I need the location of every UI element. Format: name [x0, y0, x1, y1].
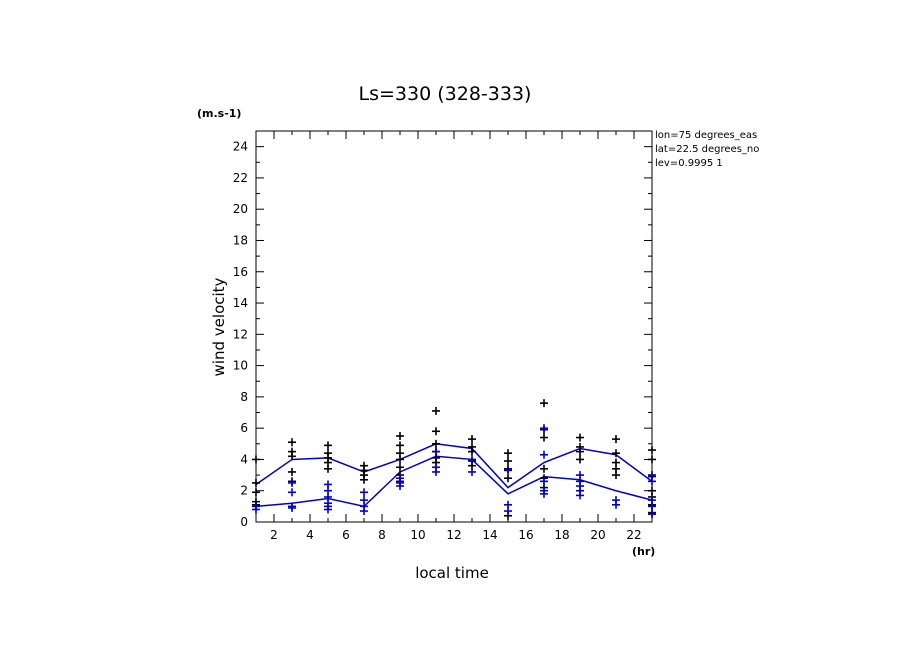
data-point-black [432, 439, 440, 448]
y-tick-label: 2 [240, 484, 248, 498]
data-point-black [432, 406, 440, 415]
x-axis-label: local time [415, 564, 489, 582]
data-point-black [648, 455, 656, 464]
data-point-black [324, 441, 332, 450]
data-point-blue [252, 505, 260, 514]
x-tick-label: 22 [626, 528, 641, 542]
data-point-blue [432, 467, 440, 476]
x-tick-label: 20 [590, 528, 605, 542]
series-points [252, 399, 656, 520]
data-point-black [612, 435, 620, 444]
data-point-blue [648, 510, 656, 519]
x-tick-label: 4 [306, 528, 314, 542]
data-point-black [468, 435, 476, 444]
data-point-blue [288, 503, 296, 512]
data-point-blue [648, 477, 656, 486]
data-point-black [468, 447, 476, 456]
data-point-blue [360, 507, 368, 516]
data-point-black [252, 478, 260, 487]
data-point-black [252, 455, 260, 464]
data-point-blue [396, 482, 404, 491]
data-point-blue [468, 455, 476, 464]
y-tick-label: 20 [233, 202, 248, 216]
data-point-black [576, 433, 584, 442]
data-point-blue [648, 502, 656, 511]
x-tick-label: 14 [482, 528, 497, 542]
chart-title: Ls=330 (328-333) [359, 83, 532, 105]
x-unit-label: (hr) [632, 545, 655, 558]
data-point-blue [576, 491, 584, 500]
x-tick-label: 18 [554, 528, 569, 542]
data-point-black [648, 446, 656, 455]
x-tick-label: 16 [518, 528, 533, 542]
data-point-black [360, 475, 368, 484]
info-line-lev: lev=0.9995 1 [655, 158, 723, 169]
data-point-blue [288, 488, 296, 497]
data-point-black [540, 464, 548, 473]
data-point-blue [540, 489, 548, 498]
x-tick-label: 12 [446, 528, 461, 542]
data-point-blue [432, 447, 440, 456]
data-point-blue [612, 500, 620, 509]
y-tick-label: 22 [233, 171, 248, 185]
data-point-blue [360, 488, 368, 497]
data-point-black [504, 449, 512, 458]
series-lines [255, 443, 653, 508]
y-tick-label: 10 [233, 359, 248, 373]
data-point-black [576, 455, 584, 464]
info-line-lon: lon=75 degrees_eas [655, 130, 757, 141]
x-tick-label: 6 [342, 528, 350, 542]
data-point-blue [288, 478, 296, 487]
data-point-black [252, 488, 260, 497]
x-tick-label: 8 [378, 528, 386, 542]
y-tick-label: 6 [240, 421, 248, 435]
y-tick-label: 16 [233, 265, 248, 279]
y-tick-label: 12 [233, 327, 248, 341]
data-point-black [504, 474, 512, 483]
data-point-blue [540, 477, 548, 486]
x-tick-label: 10 [410, 528, 425, 542]
y-tick-label: 14 [233, 296, 248, 310]
data-point-blue [540, 450, 548, 459]
data-point-black [504, 457, 512, 466]
data-point-black [612, 471, 620, 480]
series-line-2 [255, 443, 653, 489]
data-point-black [576, 447, 584, 456]
data-point-black [396, 441, 404, 450]
data-point-blue [468, 467, 476, 476]
data-point-black [612, 449, 620, 458]
x-tick-label: 2 [270, 528, 278, 542]
data-point-black [540, 399, 548, 408]
data-point-black [396, 463, 404, 472]
info-line-lat: lat=22.5 degrees_no [655, 144, 759, 155]
y-tick-label: 8 [240, 390, 248, 404]
series-line-3 [255, 455, 653, 508]
data-point-black [288, 467, 296, 476]
y-unit-label: (m.s-1) [197, 107, 241, 120]
data-point-black [432, 427, 440, 436]
data-point-blue [324, 505, 332, 514]
data-point-blue [504, 507, 512, 516]
data-point-black [396, 431, 404, 440]
data-point-black [288, 438, 296, 447]
data-point-black [540, 433, 548, 442]
plot-frame [255, 130, 653, 523]
y-tick-label: 4 [240, 452, 248, 466]
y-axis-label: wind velocity [210, 277, 228, 376]
data-point-blue [504, 466, 512, 475]
data-point-black [324, 464, 332, 473]
data-point-black [396, 455, 404, 464]
y-tick-label: 0 [240, 515, 248, 529]
data-point-black [288, 452, 296, 461]
data-point-blue [540, 424, 548, 433]
y-tick-label: 18 [233, 233, 248, 247]
y-tick-label: 24 [233, 140, 248, 154]
